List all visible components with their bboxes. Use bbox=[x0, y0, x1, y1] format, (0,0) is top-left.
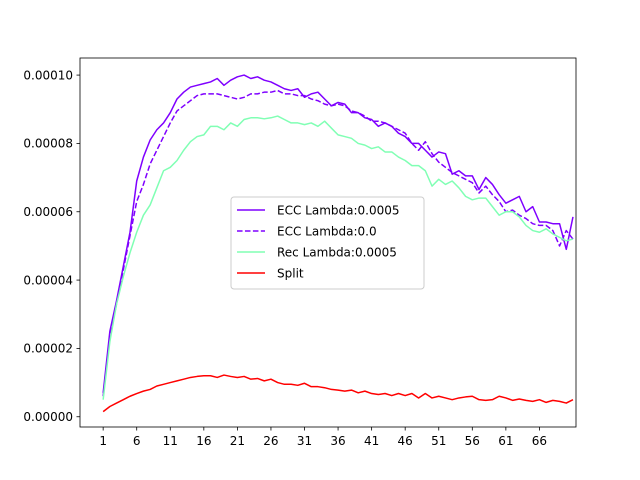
y-tick-label: 0.00002 bbox=[23, 342, 73, 356]
x-tick-label: 1 bbox=[99, 434, 107, 448]
x-tick-label: 66 bbox=[532, 434, 547, 448]
series-line-1 bbox=[102, 89, 574, 397]
legend-box bbox=[230, 196, 425, 290]
y-tick-label: 0.00004 bbox=[23, 273, 73, 287]
x-tick-label: 36 bbox=[330, 434, 345, 448]
y-tick-label: 0.00006 bbox=[23, 205, 73, 219]
legend-label-1: ECC Lambda:0.0 bbox=[277, 225, 377, 239]
x-tick-label: 56 bbox=[465, 434, 480, 448]
x-tick-label: 41 bbox=[364, 434, 379, 448]
x-tick-label: 16 bbox=[196, 434, 211, 448]
legend-label-3: Split bbox=[277, 267, 304, 281]
y-tick-label: 0.00008 bbox=[23, 137, 73, 151]
x-tick-label: 61 bbox=[498, 434, 513, 448]
x-tick-label: 11 bbox=[163, 434, 178, 448]
legend-label-0: ECC Lambda:0.0005 bbox=[277, 204, 400, 218]
y-tick-label: 0.00000 bbox=[23, 410, 73, 424]
x-tick-label: 26 bbox=[263, 434, 278, 448]
legend-label-2: Rec Lambda:0.0005 bbox=[277, 246, 397, 260]
y-tick-label: 0.00010 bbox=[23, 68, 73, 82]
plot-area bbox=[79, 57, 577, 428]
x-tick-label: 51 bbox=[431, 434, 446, 448]
series-line-0 bbox=[102, 74, 574, 393]
x-tick-label: 21 bbox=[230, 434, 245, 448]
axes-frame bbox=[79, 57, 577, 428]
series-line-2 bbox=[102, 115, 574, 400]
series-line-3 bbox=[102, 374, 574, 413]
x-axis: 1 6 11 16 21 26 31 36 41 46 51 56 61 66 bbox=[99, 427, 547, 448]
legend: ECC Lambda:0.0005 ECC Lambda:0.0 Rec Lambd… bbox=[230, 196, 425, 290]
x-tick-label: 46 bbox=[398, 434, 413, 448]
x-tick-label: 31 bbox=[297, 434, 312, 448]
x-tick-label: 6 bbox=[133, 434, 141, 448]
y-axis: 0.00000 0.00002 0.00004 0.00006 0.00008 0.000… bbox=[23, 68, 80, 424]
